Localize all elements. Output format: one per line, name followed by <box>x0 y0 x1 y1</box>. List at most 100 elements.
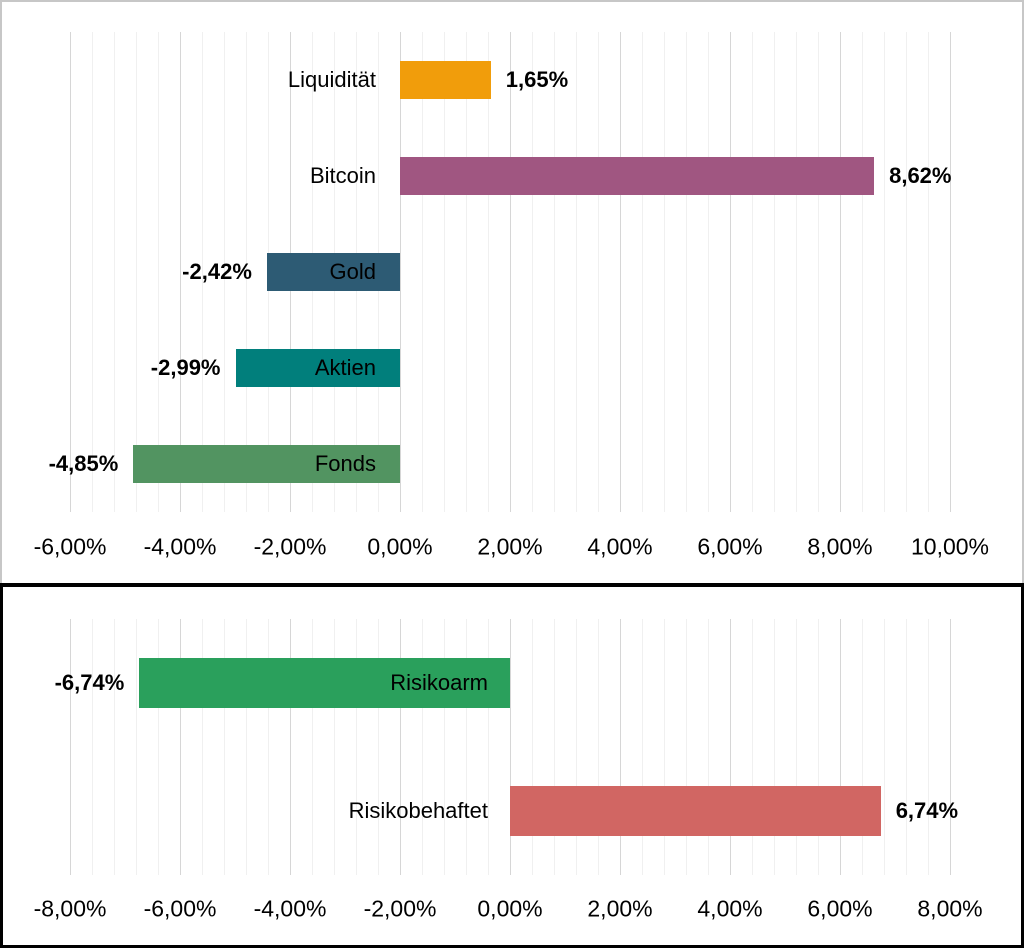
major-gridline <box>510 32 511 512</box>
value-label: 6,74% <box>895 798 959 823</box>
major-gridline <box>180 619 181 875</box>
x-tick-label: -4,00% <box>253 895 327 922</box>
minor-gridline <box>598 32 599 512</box>
minor-gridline <box>686 619 687 875</box>
major-gridline <box>70 32 71 512</box>
value-label: -2,42% <box>182 259 252 284</box>
minor-gridline <box>774 32 775 512</box>
minor-gridline <box>708 32 709 512</box>
category-label: Risikobehaftet <box>348 798 488 823</box>
minor-gridline <box>136 619 137 875</box>
minor-gridline <box>884 619 885 875</box>
minor-gridline <box>114 619 115 875</box>
major-gridline <box>400 619 401 875</box>
minor-gridline <box>202 32 203 512</box>
minor-gridline <box>466 619 467 875</box>
asset-performance-chart: Liquidität 1,65% Bitcoin 8,62% Gold -2,42% Akt… <box>0 0 1024 583</box>
minor-gridline <box>444 619 445 875</box>
major-gridline <box>950 32 951 512</box>
minor-gridline <box>268 619 269 875</box>
major-gridline <box>840 32 841 512</box>
x-tick-label: -8,00% <box>33 895 107 922</box>
minor-gridline <box>862 619 863 875</box>
minor-gridline <box>796 32 797 512</box>
minor-gridline <box>422 32 423 512</box>
major-gridline <box>950 619 951 875</box>
minor-gridline <box>752 32 753 512</box>
minor-gridline <box>114 32 115 512</box>
minor-gridline <box>136 32 137 512</box>
minor-gridline <box>224 32 225 512</box>
minor-gridline <box>818 32 819 512</box>
x-tick-label: 8,00% <box>807 533 873 560</box>
minor-gridline <box>664 32 665 512</box>
major-gridline <box>180 32 181 512</box>
minor-gridline <box>928 32 929 512</box>
minor-gridline <box>246 619 247 875</box>
panel-divider <box>0 583 1024 587</box>
major-gridline <box>840 619 841 875</box>
minor-gridline <box>664 619 665 875</box>
minor-gridline <box>488 619 489 875</box>
x-tick-label: 10,00% <box>910 533 990 560</box>
bar-risikobehaftet <box>510 786 881 836</box>
value-label: -6,74% <box>54 670 125 695</box>
category-label: Bitcoin <box>309 163 376 188</box>
minor-gridline <box>818 619 819 875</box>
major-gridline <box>510 619 511 875</box>
x-tick-label: 4,00% <box>697 895 763 922</box>
major-gridline <box>620 619 621 875</box>
bar-fonds <box>133 445 401 483</box>
minor-gridline <box>158 32 159 512</box>
major-gridline <box>70 619 71 875</box>
category-label: Risikoarm <box>390 670 488 695</box>
value-label: 1,65% <box>505 67 569 92</box>
x-tick-label: 6,00% <box>807 895 873 922</box>
minor-gridline <box>312 619 313 875</box>
x-tick-label: -2,00% <box>253 533 327 560</box>
minor-gridline <box>92 32 93 512</box>
minor-gridline <box>642 619 643 875</box>
minor-gridline <box>444 32 445 512</box>
x-tick-label: -4,00% <box>143 533 217 560</box>
minor-gridline <box>928 619 929 875</box>
minor-gridline <box>576 32 577 512</box>
category-label: Fonds <box>314 451 376 476</box>
minor-gridline <box>884 32 885 512</box>
category-label: Gold <box>329 259 376 284</box>
minor-gridline <box>224 619 225 875</box>
minor-gridline <box>554 32 555 512</box>
major-gridline <box>730 619 731 875</box>
value-label: -4,85% <box>48 451 119 476</box>
minor-gridline <box>554 619 555 875</box>
minor-gridline <box>466 32 467 512</box>
major-gridline <box>730 32 731 512</box>
x-tick-label: 6,00% <box>697 533 763 560</box>
category-label: Liquidität <box>287 67 376 92</box>
minor-gridline <box>598 619 599 875</box>
major-gridline <box>290 619 291 875</box>
minor-gridline <box>576 619 577 875</box>
bar-risikoarm <box>139 658 510 708</box>
bar-aktien <box>235 349 400 387</box>
bar-gold <box>266 253 400 291</box>
x-tick-label: 0,00% <box>367 533 433 560</box>
minor-gridline <box>752 619 753 875</box>
minor-gridline <box>334 619 335 875</box>
minor-gridline <box>642 32 643 512</box>
minor-gridline <box>532 32 533 512</box>
minor-gridline <box>796 619 797 875</box>
x-tick-label: -6,00% <box>143 895 217 922</box>
x-tick-label: 4,00% <box>587 533 653 560</box>
minor-gridline <box>356 619 357 875</box>
minor-gridline <box>686 32 687 512</box>
minor-gridline <box>246 32 247 512</box>
bar-liquidität <box>400 61 491 99</box>
risk-allocation-chart: Risikoarm -6,74% Risikobehaftet 6,74% -8,00%… <box>0 587 1024 948</box>
minor-gridline <box>202 619 203 875</box>
x-tick-label: 2,00% <box>587 895 653 922</box>
x-tick-label: -2,00% <box>363 895 437 922</box>
x-tick-label: -6,00% <box>33 533 107 560</box>
minor-gridline <box>906 32 907 512</box>
